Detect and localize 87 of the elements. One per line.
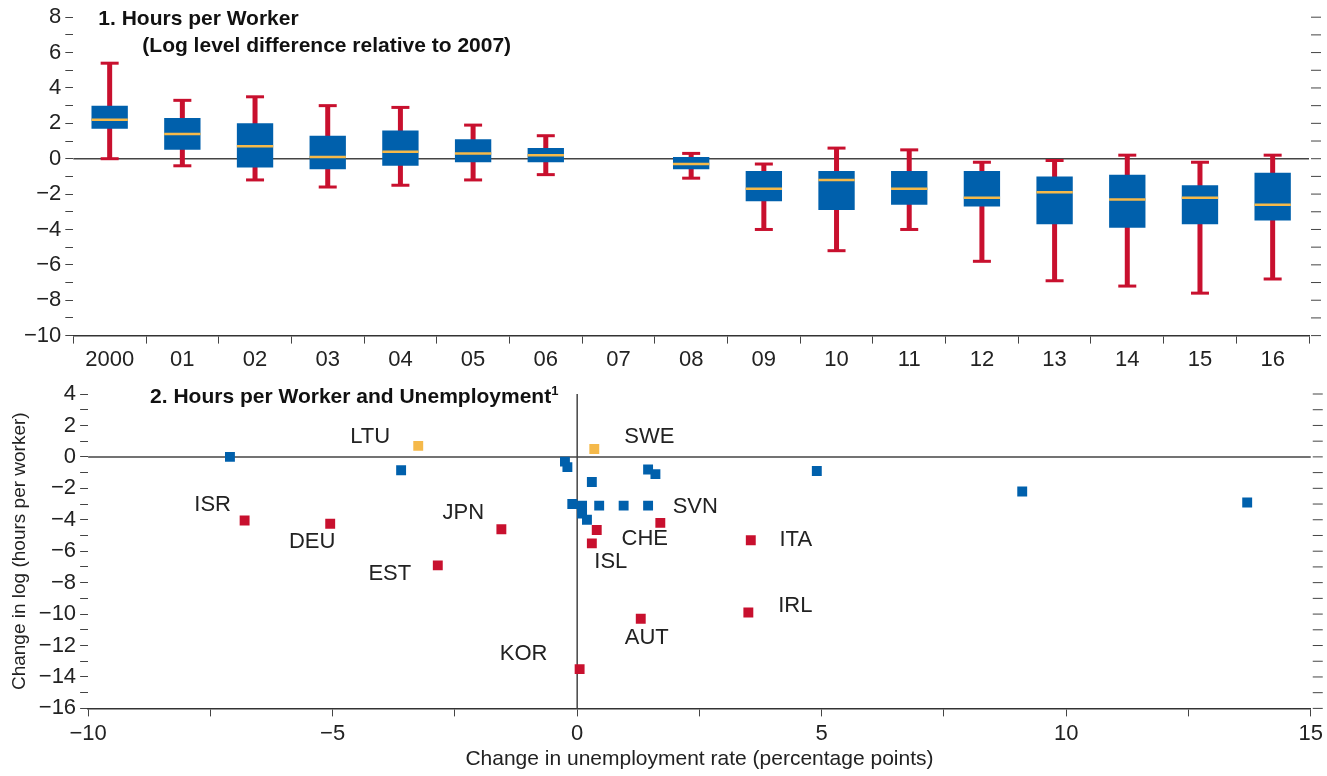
y-tick-label: −2 <box>51 474 77 500</box>
point <box>635 613 646 624</box>
y-tick-label: 2 <box>63 411 77 437</box>
x-tick-label: 10 <box>1053 719 1079 745</box>
point <box>1242 497 1253 508</box>
point <box>589 444 600 454</box>
y-tick-label: −4 <box>51 505 77 531</box>
annotation: ITA <box>779 526 813 552</box>
y-tick-label: −8 <box>36 286 62 312</box>
x-tick-label: 09 <box>751 345 777 371</box>
y-tick-label: 4 <box>63 380 77 406</box>
point <box>239 515 250 526</box>
point <box>432 560 443 571</box>
annotation: SWE <box>624 423 675 449</box>
x-tick-label: 14 <box>1115 345 1140 371</box>
point <box>655 517 666 528</box>
x-tick-label: −5 <box>320 719 346 745</box>
point <box>591 525 602 535</box>
point <box>618 500 629 511</box>
point <box>643 500 654 511</box>
annotation: EST <box>368 560 412 586</box>
x-tick-label: 15 <box>1187 345 1213 371</box>
point <box>745 535 756 546</box>
y-tick-label: −6 <box>51 537 77 563</box>
x-tick-label: 12 <box>969 345 995 371</box>
y-tick-label: −14 <box>38 663 77 689</box>
x-tick-label: 13 <box>1042 345 1067 371</box>
y-tick-label: 8 <box>49 3 62 29</box>
x-tick-label: 11 <box>897 345 921 371</box>
x-tick-label: 06 <box>533 345 559 371</box>
y-tick-label: 0 <box>49 144 62 170</box>
annotation: AUT <box>624 623 669 649</box>
point <box>1017 486 1028 497</box>
y-tick-label: −10 <box>38 600 77 626</box>
x-tick-label: 01 <box>170 345 195 371</box>
chart-title: 2. Hours per Worker and Unemployment$^{1}$ <box>150 383 559 407</box>
x-tick-label: 02 <box>242 345 268 371</box>
y-axis-title: Change in log (hours per worker) <box>7 412 29 691</box>
point <box>225 451 235 462</box>
annotation: KOR <box>499 640 548 666</box>
x-tick-label: 0 <box>571 719 584 745</box>
y-tick-label: −16 <box>38 694 77 720</box>
annotation: DEU <box>288 527 336 553</box>
x-tick-label: 03 <box>315 345 340 371</box>
point <box>586 477 597 487</box>
point <box>325 518 336 529</box>
x-tick-label: 04 <box>388 345 413 371</box>
y-tick-label: 6 <box>49 38 62 64</box>
x-tick-label: 16 <box>1260 345 1285 371</box>
annotation: IRL <box>778 591 813 617</box>
point <box>396 465 407 476</box>
x-axis-title: Change in unemployment rate (percentage points) <box>465 746 934 770</box>
point <box>811 466 822 476</box>
y-tick-label: 0 <box>63 442 77 468</box>
y-tick-label: −8 <box>51 568 77 594</box>
y-tick-label: 2 <box>49 109 62 135</box>
y-tick-label: 4 <box>49 74 62 100</box>
annotation: CHE <box>621 525 668 551</box>
text: (Log level difference relative to 2007) <box>142 33 512 57</box>
point <box>413 440 424 451</box>
x-tick-label: 2000 <box>85 345 135 371</box>
point <box>582 514 592 525</box>
point <box>650 469 661 480</box>
y-tick-label: −10 <box>23 321 62 347</box>
x-tick-label: 15 <box>1298 719 1324 745</box>
point <box>567 499 578 509</box>
x-tick-label: 07 <box>606 345 631 371</box>
x-tick-label: 08 <box>678 345 704 371</box>
point <box>574 664 585 675</box>
point <box>586 538 597 549</box>
y-tick-label: −4 <box>36 215 62 241</box>
annotation: LTU <box>350 422 391 448</box>
point <box>496 524 507 535</box>
x-tick-label: 5 <box>815 719 828 745</box>
annotation: JPN <box>442 499 485 525</box>
point <box>743 607 754 618</box>
chart-title: 1. Hours per Worker <box>98 6 299 30</box>
annotation: SVN <box>672 492 718 518</box>
point <box>594 500 605 511</box>
annotation: ISR <box>194 490 231 516</box>
y-tick-label: −6 <box>36 250 62 276</box>
point <box>562 462 573 473</box>
y-tick-label: −12 <box>38 631 77 657</box>
x-tick-label: 10 <box>824 345 849 371</box>
y-tick-label: −2 <box>36 180 62 206</box>
x-tick-label: 05 <box>460 345 486 371</box>
annotation: ISL <box>594 548 628 574</box>
